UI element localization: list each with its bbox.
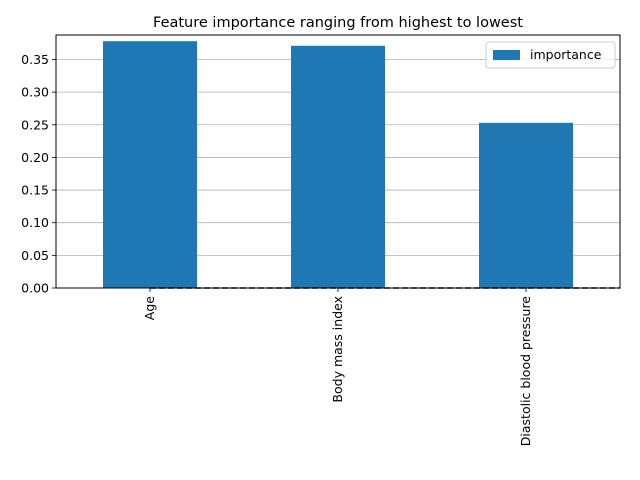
bar <box>479 122 573 288</box>
y-tick-label: 0.35 <box>21 52 49 67</box>
x-tick-label: Age <box>142 296 157 320</box>
x-axis-ticks: Age Body mass index Diastolic blood pressu… <box>142 288 533 446</box>
y-tick-label: 0.10 <box>21 215 49 230</box>
x-tick-label: Body mass index <box>330 296 345 403</box>
legend: importance <box>485 41 616 69</box>
x-tick-label: Diastolic blood pressure <box>518 296 533 447</box>
legend-swatch <box>493 50 520 60</box>
y-axis-ticks: 0.00 0.05 0.10 0.15 0.20 0.25 0.30 0.35 <box>21 52 56 296</box>
y-tick-label: 0.30 <box>21 85 49 100</box>
y-tick-label: 0.25 <box>21 117 49 132</box>
bar <box>103 41 197 289</box>
bar <box>291 45 385 288</box>
y-tick-label: 0.20 <box>21 150 49 165</box>
bars <box>103 41 573 289</box>
chart-title: Feature importance ranging from highest … <box>153 15 523 31</box>
legend-box <box>485 41 616 69</box>
y-tick-label: 0.05 <box>21 248 49 263</box>
y-tick-label: 0.00 <box>21 281 49 296</box>
y-tick-label: 0.15 <box>21 183 49 198</box>
legend-label: importance <box>530 47 602 62</box>
